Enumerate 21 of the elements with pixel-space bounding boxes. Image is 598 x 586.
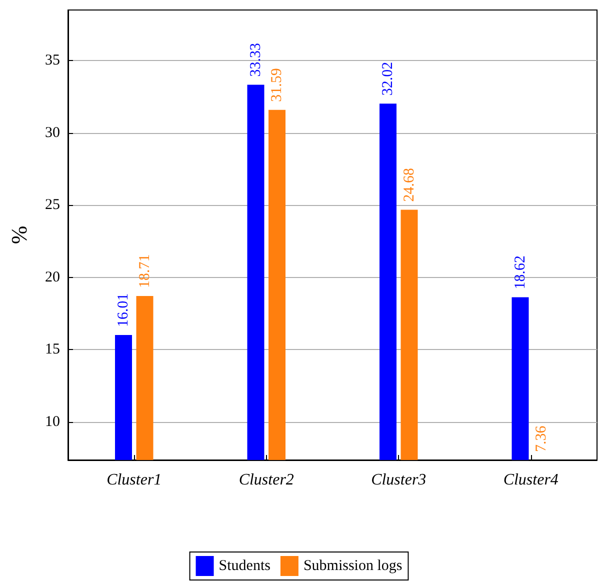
x-tick-label: Cluster3 bbox=[371, 472, 426, 488]
y-tick-label: 35 bbox=[45, 52, 60, 69]
y-axis-title: % bbox=[6, 226, 32, 244]
data-label: 24.68 bbox=[401, 168, 418, 202]
x-tick-label: Cluster2 bbox=[238, 472, 294, 488]
data-label: 7.36 bbox=[534, 425, 550, 452]
data-label: 16.01 bbox=[116, 293, 132, 327]
legend-label: Submission logs bbox=[303, 558, 402, 574]
data-label: 32.02 bbox=[380, 62, 396, 96]
data-label: 31.59 bbox=[269, 68, 285, 102]
x-tick-label: Cluster4 bbox=[503, 472, 558, 488]
y-tick-label: 20 bbox=[45, 269, 60, 286]
legend-label: Students bbox=[218, 558, 271, 574]
data-label: 18.62 bbox=[512, 256, 528, 290]
y-tick-label: 15 bbox=[45, 342, 60, 358]
y-tick-label: 30 bbox=[45, 124, 60, 141]
y-tick-label: 25 bbox=[45, 197, 60, 214]
y-tick-label: 10 bbox=[45, 414, 60, 430]
x-tick-label: Cluster1 bbox=[106, 472, 162, 488]
data-label: 33.33 bbox=[248, 42, 264, 77]
data-label: 18.71 bbox=[136, 254, 153, 288]
